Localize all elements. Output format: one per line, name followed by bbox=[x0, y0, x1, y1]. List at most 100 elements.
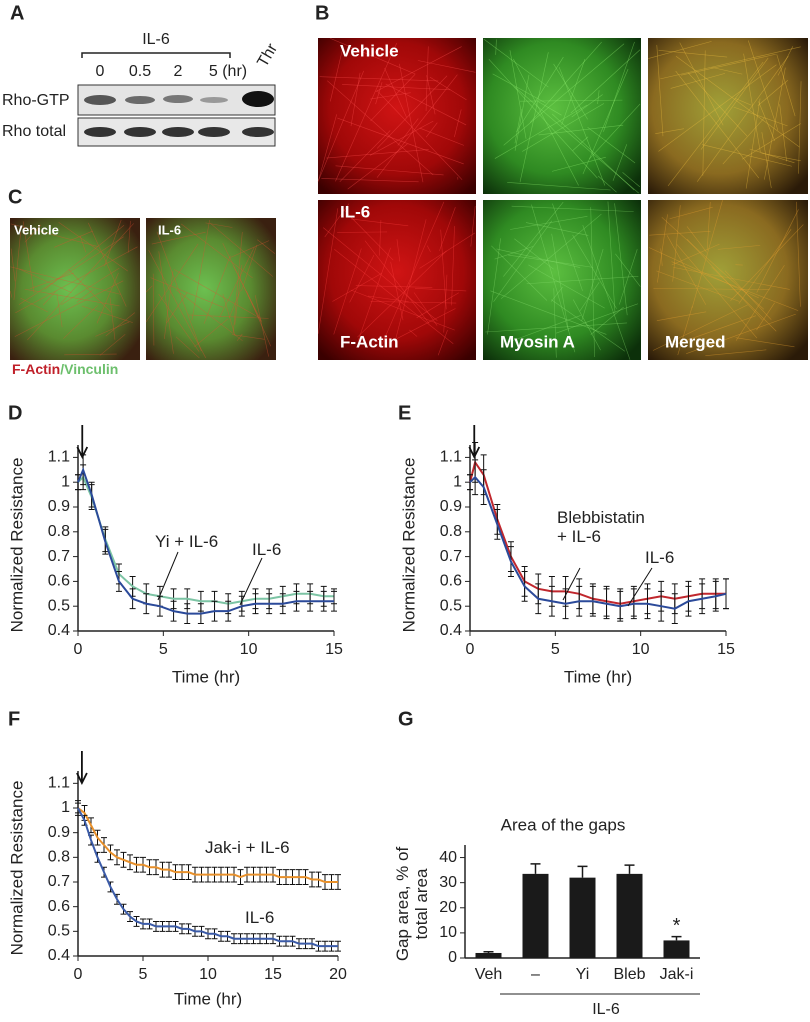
series-label: IL-6 bbox=[645, 548, 675, 567]
leader-line bbox=[239, 557, 263, 606]
fibre bbox=[653, 287, 770, 290]
fibre bbox=[222, 293, 236, 336]
fibre bbox=[495, 39, 497, 55]
fibre bbox=[150, 277, 224, 308]
band bbox=[200, 97, 228, 103]
fibre bbox=[350, 218, 409, 227]
fibre bbox=[342, 208, 394, 261]
fibre bbox=[233, 265, 262, 322]
fibre bbox=[232, 232, 243, 333]
fibre bbox=[603, 41, 635, 132]
fibre bbox=[64, 353, 117, 356]
fibre bbox=[745, 98, 761, 189]
fibre bbox=[9, 290, 13, 298]
fibre bbox=[175, 289, 243, 341]
y-tick-label: 30 bbox=[439, 874, 457, 891]
fibre bbox=[323, 227, 438, 321]
panel-label: C bbox=[8, 186, 22, 208]
y-axis-label: Normalized Resistance bbox=[399, 458, 418, 633]
fibre bbox=[660, 46, 801, 80]
fibre bbox=[369, 120, 434, 156]
fibre bbox=[334, 249, 454, 345]
fibre bbox=[589, 103, 641, 160]
fibre bbox=[494, 246, 534, 260]
fibre bbox=[735, 337, 795, 348]
fibre bbox=[68, 269, 111, 313]
fibre bbox=[56, 294, 63, 328]
fibre bbox=[350, 72, 361, 127]
fibre bbox=[42, 291, 56, 306]
fibre bbox=[649, 230, 711, 236]
legend-entry: /Vinculin bbox=[60, 361, 118, 377]
fibre bbox=[519, 52, 549, 183]
fibre bbox=[54, 230, 94, 248]
fibre bbox=[335, 42, 397, 182]
fibre bbox=[27, 223, 134, 341]
error-bar bbox=[577, 865, 588, 878]
series-label: Jak-i + IL-6 bbox=[205, 838, 290, 857]
error-bar bbox=[483, 950, 494, 953]
fibre bbox=[329, 37, 416, 75]
fibre bbox=[236, 333, 243, 341]
fibre bbox=[702, 50, 706, 176]
fibre bbox=[764, 67, 786, 180]
lane-label: 0 bbox=[96, 63, 105, 80]
fibre bbox=[706, 201, 711, 251]
fibre bbox=[145, 243, 199, 323]
fibre bbox=[658, 50, 728, 58]
fibre bbox=[700, 57, 769, 150]
x-tick-label: Bleb bbox=[613, 966, 645, 983]
fibre bbox=[733, 106, 788, 127]
x-tick-label: 0 bbox=[74, 641, 83, 658]
bar bbox=[569, 877, 596, 958]
error-bar bbox=[624, 864, 635, 874]
treatment-arrow bbox=[76, 751, 88, 786]
fibre bbox=[509, 216, 588, 230]
fibre bbox=[722, 117, 765, 165]
fibre bbox=[496, 248, 581, 268]
fibre bbox=[661, 217, 765, 310]
fibre bbox=[76, 289, 94, 303]
y-tick-label: 1.1 bbox=[48, 775, 70, 792]
band bbox=[242, 91, 274, 107]
fibre bbox=[761, 132, 772, 189]
fibre bbox=[666, 235, 707, 305]
micrograph bbox=[483, 200, 641, 360]
panel-label: F bbox=[8, 708, 20, 730]
error-bar bbox=[530, 863, 541, 874]
fibre bbox=[399, 63, 424, 183]
fibre bbox=[656, 270, 740, 302]
x-axis-label: Time (hr) bbox=[172, 667, 240, 686]
fibre bbox=[711, 266, 777, 332]
fibre bbox=[735, 265, 785, 341]
fibre bbox=[470, 205, 476, 247]
fibre bbox=[503, 201, 564, 277]
fibre bbox=[738, 229, 792, 304]
fibre bbox=[579, 282, 600, 311]
fibre bbox=[668, 315, 757, 348]
fibre bbox=[514, 86, 639, 194]
fibre bbox=[329, 50, 343, 102]
fibre bbox=[691, 200, 723, 309]
treatment-arrow bbox=[468, 425, 481, 460]
fibre bbox=[615, 253, 641, 287]
treatment-arrow bbox=[76, 425, 89, 460]
y-tick-label: 20 bbox=[439, 899, 457, 916]
fibre bbox=[376, 74, 458, 178]
fibre bbox=[538, 124, 624, 136]
fibre bbox=[367, 295, 409, 303]
fibre bbox=[417, 60, 476, 73]
fibre bbox=[88, 222, 127, 307]
series-label: IL-6 bbox=[245, 908, 275, 927]
fibre bbox=[508, 315, 581, 343]
fibre bbox=[686, 226, 707, 253]
fibre bbox=[222, 243, 261, 322]
x-tick-label: Yi bbox=[576, 966, 590, 983]
fibre bbox=[705, 349, 767, 357]
image-label: Vehicle bbox=[340, 41, 399, 60]
fibre bbox=[511, 205, 634, 212]
micrograph bbox=[146, 218, 276, 360]
blot-row-label: Rho total bbox=[2, 123, 66, 140]
y-tick-label: 40 bbox=[439, 849, 457, 866]
fibre bbox=[191, 219, 210, 321]
